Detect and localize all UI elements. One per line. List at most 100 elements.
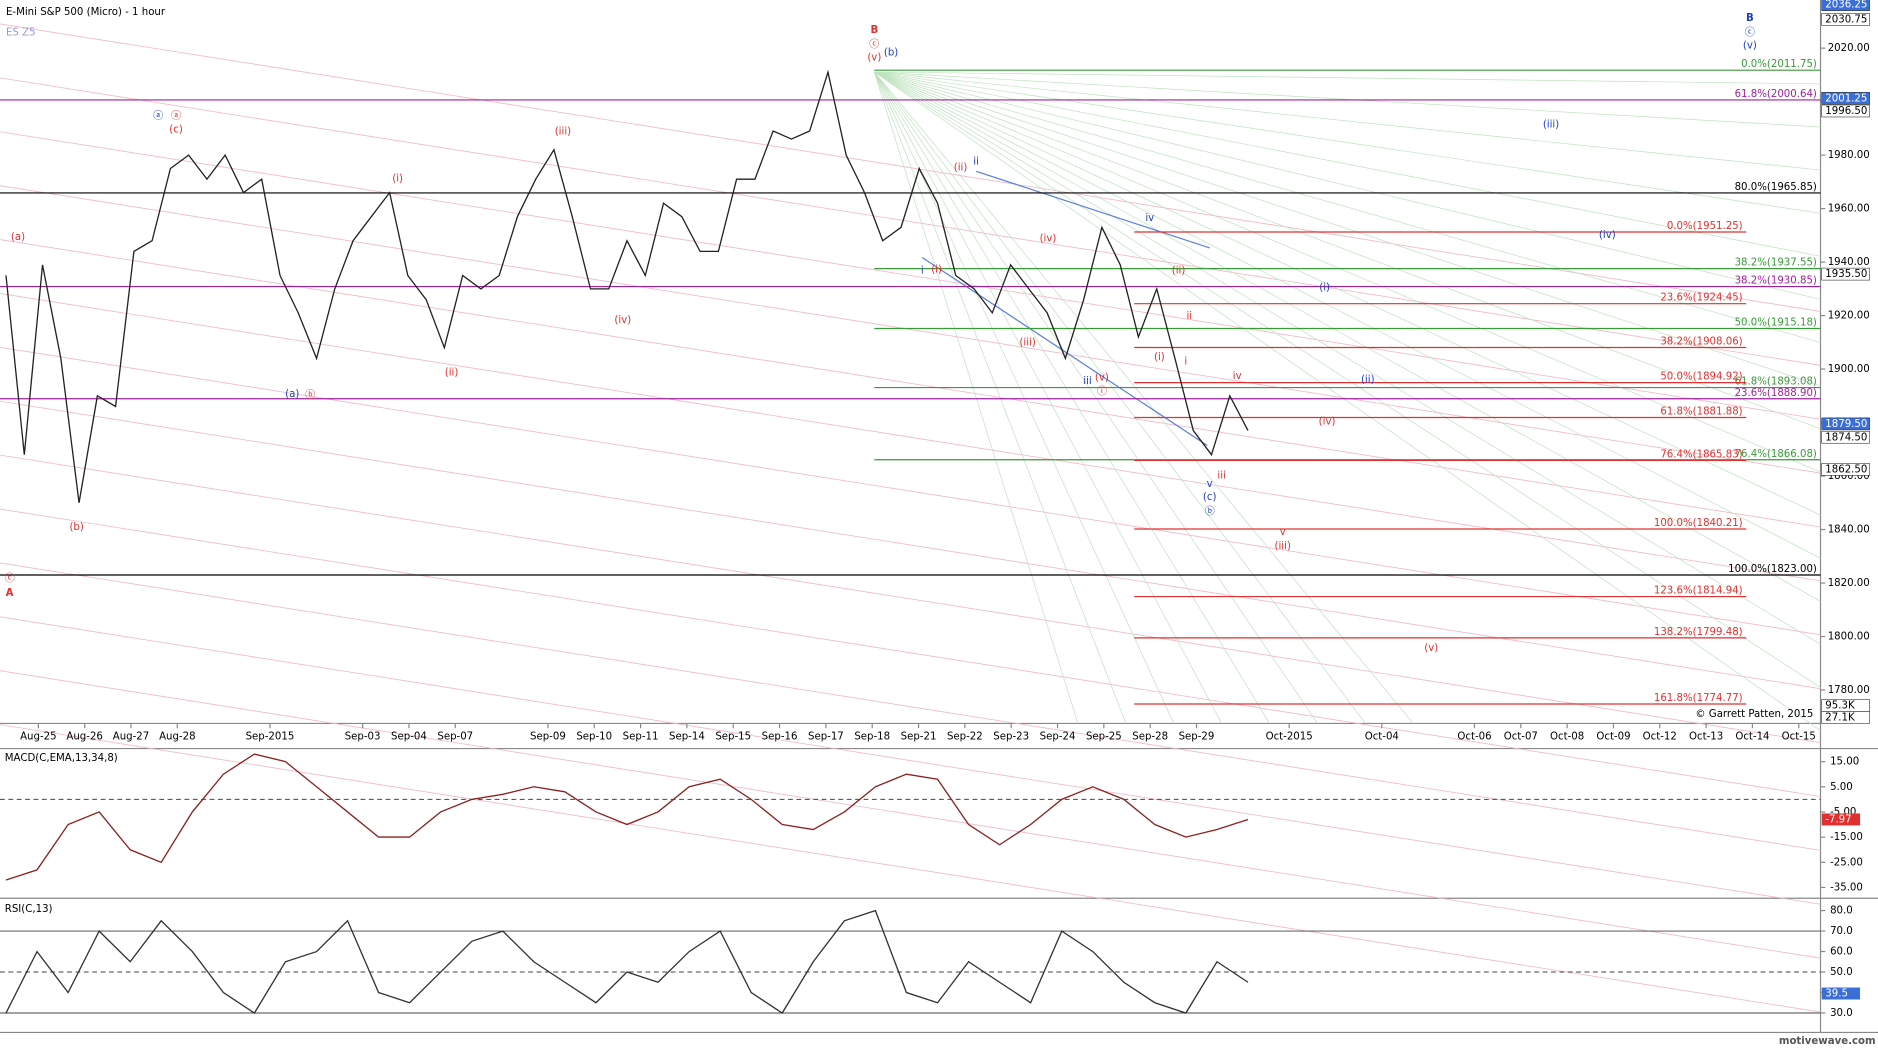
volume-tag-label: 27.1K [1825, 712, 1855, 723]
price-tag [1821, 463, 1870, 476]
fib-label: 100.0%(1840.21) [1654, 518, 1743, 529]
fan-line [873, 71, 1127, 724]
value-tag [1821, 813, 1861, 826]
x-tick-label: Sep-09 [530, 732, 566, 743]
fan-line [874, 71, 1821, 171]
fan-line [873, 71, 1079, 724]
trend-line [0, 670, 1821, 959]
x-tick-label: Sep-2015 [246, 732, 295, 743]
wave-label: ii [1186, 311, 1192, 322]
fib-label: 80.0%(1965.85) [1735, 182, 1817, 193]
x-tick-label: Oct-15 [1782, 732, 1816, 743]
wave-label: v [1207, 479, 1213, 490]
fib-label: 50.0%(1894.92) [1660, 372, 1742, 383]
wave-label: (i) [931, 264, 942, 275]
y-tick-label: 1800.00 [1828, 632, 1870, 643]
decoration [0, 23, 1821, 1013]
wave-label: B [1746, 13, 1754, 24]
y-tick-label: 1860.00 [1828, 471, 1870, 482]
fib-label: 61.8%(1881.88) [1660, 407, 1742, 418]
x-tick-label: Oct-13 [1689, 732, 1723, 743]
y-tick-label: 1960.00 [1828, 204, 1870, 215]
trend-line [0, 454, 1821, 743]
wave-label: ⓒ [869, 38, 879, 50]
y-tick-label: 80.0 [1830, 906, 1853, 917]
fib-label: 23.6%(1924.45) [1660, 293, 1742, 304]
chart-title: E-Mini S&P 500 (Micro) - 1 hour [6, 7, 166, 18]
price-tag [1821, 91, 1870, 105]
x-tick-label: Sep-10 [576, 732, 612, 743]
wave-label: ⓒ [4, 572, 14, 584]
x-tick-label: Aug-26 [66, 732, 102, 743]
wave-label: (v) [867, 52, 881, 63]
trend-line [975, 170, 1210, 249]
x-tick-label: Aug-28 [159, 732, 195, 743]
value-tag-label: -7.97 [1825, 814, 1851, 825]
x-tick-label: Oct-12 [1643, 732, 1677, 743]
y-tick-label: 50.0 [1830, 967, 1853, 978]
macd-line [5, 753, 1249, 881]
fan-line [874, 71, 1821, 387]
fan-line [874, 71, 1821, 516]
x-tick-label: Sep-29 [1179, 732, 1215, 743]
wave-label: (iii) [1019, 338, 1035, 349]
fib-label: 38.2%(1937.55) [1735, 258, 1817, 269]
x-tick-label: Oct-09 [1596, 732, 1630, 743]
value-tag-label: 39.5 [1825, 989, 1848, 1000]
fib-label: 138.2%(1799.48) [1654, 627, 1743, 638]
fib-label: 76.4%(1866.08) [1735, 449, 1817, 460]
price-tag [1821, 13, 1870, 26]
x-tick-label: Sep-11 [623, 732, 659, 743]
y-tick-label: 2020.00 [1828, 43, 1870, 54]
trend-line [0, 508, 1821, 797]
wave-label: (a) [285, 389, 299, 400]
trend-line [0, 616, 1821, 905]
fan-line [874, 71, 1821, 343]
wave-label: (ii) [1361, 375, 1375, 386]
x-tick-label: Sep-28 [1132, 732, 1168, 743]
y-tick-label: -15.00 [1830, 832, 1863, 843]
trend-line [0, 293, 1821, 582]
rsi-line [5, 909, 1249, 1014]
wave-label: (ii) [445, 367, 459, 378]
y-tick-label: 30.0 [1830, 1008, 1853, 1019]
x-tick-label: Aug-25 [20, 732, 56, 743]
wave-label: ⓐ [153, 110, 163, 122]
watermark: motivewave.com [1779, 1036, 1876, 1047]
price-line [5, 69, 1249, 503]
x-tick-label: Sep-15 [715, 732, 751, 743]
fib-label: 0.0%(2011.75) [1741, 59, 1817, 70]
x-tick-label: Sep-22 [947, 732, 983, 743]
wave-label: iii [1083, 376, 1091, 387]
y-tick-label: 1900.00 [1828, 364, 1870, 375]
x-tick-label: Oct-2015 [1266, 732, 1313, 743]
trend-line [0, 400, 1821, 690]
fib-label: 161.8%(1774.77) [1654, 693, 1743, 704]
fib-label: 61.8%(2000.64) [1735, 89, 1817, 100]
price-tag [1821, 417, 1870, 431]
x-tick-label: Sep-17 [808, 732, 844, 743]
wave-label: (iv) [1040, 233, 1057, 244]
price-tag [1821, 0, 1870, 11]
trend-line [0, 346, 1821, 636]
wave-label: ⓑ [1205, 505, 1215, 517]
x-tick-label: Oct-04 [1365, 732, 1399, 743]
wave-label: (iii) [555, 127, 571, 138]
fib-label: 61.8%(1893.08) [1735, 377, 1817, 388]
y-tick-label: 1840.00 [1828, 525, 1870, 536]
fan-line [874, 71, 1821, 257]
price-tag-label: 2001.25 [1825, 93, 1867, 104]
wave-label: iii [1217, 470, 1225, 481]
fan-line [874, 71, 1821, 602]
fan-line [874, 71, 1821, 214]
y-tick-label: 15.00 [1830, 757, 1859, 768]
volume-tag-label: 95.3K [1825, 700, 1855, 711]
fan-line [874, 71, 1414, 724]
wave-label: (iii) [1275, 541, 1291, 552]
value-tag [1821, 987, 1861, 1000]
x-tick-label: Oct-08 [1550, 732, 1584, 743]
wave-label: ⓑ [305, 389, 315, 401]
wave-label: iv [1233, 371, 1242, 382]
x-tick-label: Sep-23 [993, 732, 1029, 743]
x-tick-label: Sep-14 [669, 732, 705, 743]
